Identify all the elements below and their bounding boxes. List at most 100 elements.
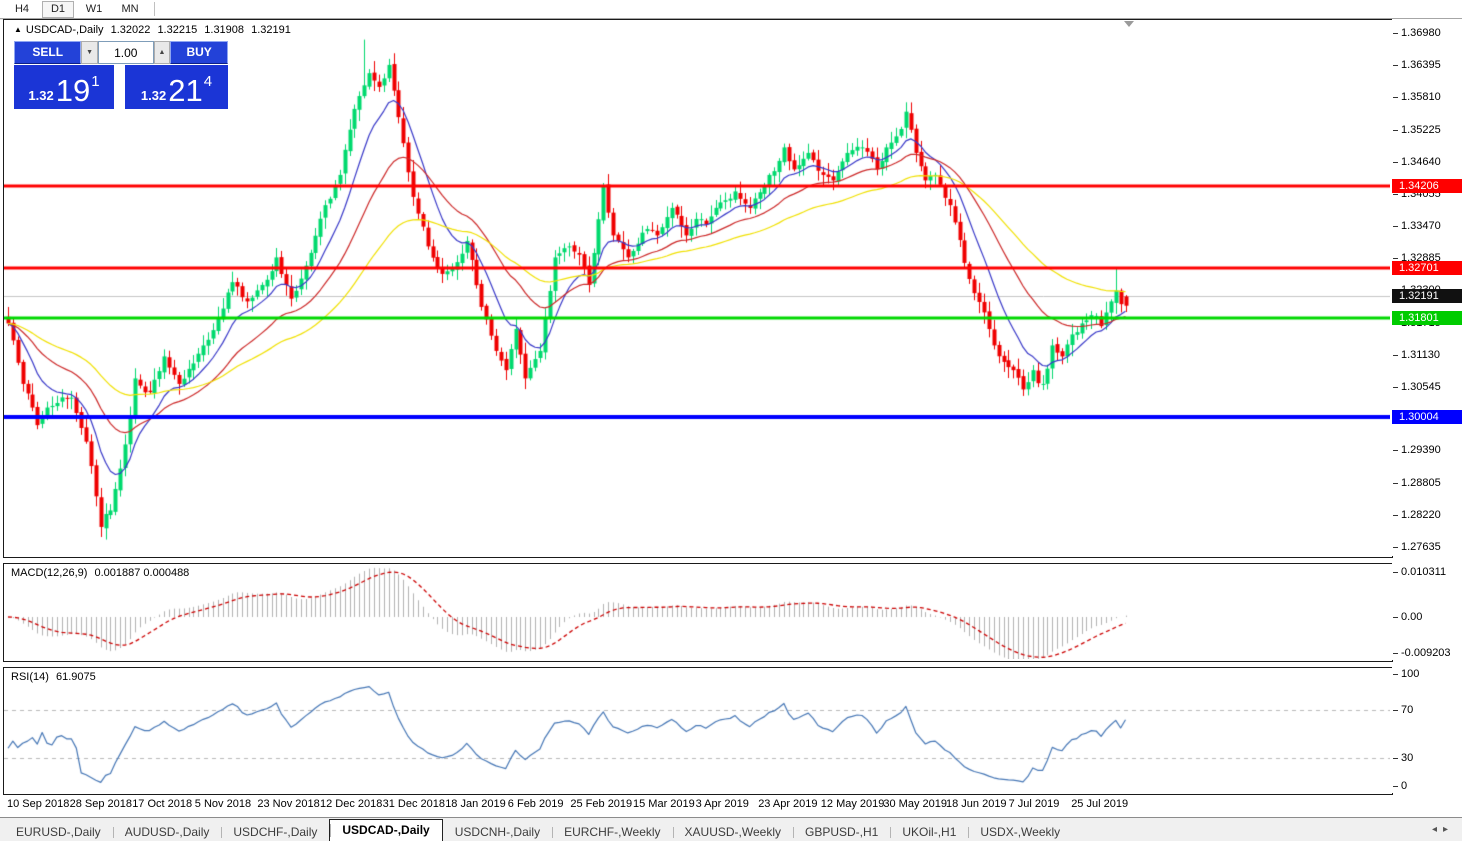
timeframe-button-d1[interactable]: D1 <box>42 0 74 18</box>
one-click-collapse-icon[interactable]: ▲ <box>14 25 22 34</box>
price-axis-tick: 1.30545 <box>1392 380 1462 394</box>
rsi-value: 61.9075 <box>55 671 96 683</box>
timeframe-button-w1[interactable]: W1 <box>85 2 103 15</box>
price-level-label: 1.31801 <box>1392 311 1462 325</box>
time-axis-label: 25 Feb 2019 <box>570 798 633 810</box>
price-level-label: 1.30004 <box>1392 410 1462 424</box>
quote-close: 1.32191 <box>251 24 291 36</box>
toolbar-separator <box>154 2 155 16</box>
chart-tab-xauusd-weekly[interactable]: XAUUSD-,Weekly <box>672 823 793 841</box>
time-axis-label: 25 Jul 2019 <box>1071 798 1129 810</box>
price-axis-tick: 1.27635 <box>1392 540 1462 554</box>
tab-scroll-arrows[interactable]: ◂▸ <box>1432 824 1454 835</box>
timeframe-button-h4[interactable]: H4 <box>14 2 30 15</box>
chart-tab-bar: EURUSD-,Daily AUDUSD-,Daily USDCHF-,Daily U… <box>0 817 1462 841</box>
time-axis-label: 23 Nov 2018 <box>257 798 320 810</box>
volume-increase-button[interactable]: ▲ <box>153 41 171 64</box>
macd-axis: 0.010311 0.00 -0.009203 <box>1392 563 1462 660</box>
quote-high: 1.32215 <box>157 24 198 36</box>
price-axis-tick: 1.34640 <box>1392 155 1462 169</box>
buy-price-figure: 1.32 <box>140 88 167 103</box>
buy-price-display[interactable]: 1.32 21 4 <box>125 65 228 109</box>
chart-tab-ukoil-h1[interactable]: UKOil-,H1 <box>890 823 968 841</box>
price-level-label: 1.34206 <box>1392 179 1462 193</box>
quote-open: 1.32022 <box>110 24 151 36</box>
buy-button[interactable]: BUY <box>170 41 228 64</box>
macd-axis-tick: -0.009203 <box>1392 646 1462 660</box>
macd-values: 0.001887 0.000488 <box>94 567 190 579</box>
rsi-label: RSI(14) 61.9075 <box>11 671 100 683</box>
macd-name: MACD(12,26,9) <box>11 567 88 579</box>
chart-tabs: EURUSD-,Daily AUDUSD-,Daily USDCHF-,Daily U… <box>4 819 1072 841</box>
price-chart-panel[interactable]: ▲ USDCAD-,Daily 1.32022 1.32215 1.31908 1… <box>3 19 1393 558</box>
volume-decrease-button[interactable]: ▼ <box>81 41 98 64</box>
time-axis-label: 12 Dec 2018 <box>320 798 383 810</box>
price-axis-tick: 1.31130 <box>1392 348 1462 362</box>
rsi-axis: 100 70 30 0 <box>1392 667 1462 793</box>
price-axis-tick: 1.33470 <box>1392 219 1462 233</box>
chart-shift-marker-icon <box>1124 21 1134 27</box>
price-level-label: 1.32191 <box>1392 289 1462 303</box>
time-axis-label: 3 Apr 2019 <box>695 798 749 810</box>
candlestick-chart-canvas[interactable] <box>4 20 1390 555</box>
time-axis-label: 30 May 2019 <box>883 798 947 810</box>
one-click-trading-panel: SELL ▼ ▲ BUY 1.32 19 1 1.32 21 4 <box>14 41 228 109</box>
chart-tab-usdcad-daily[interactable]: USDCAD-,Daily <box>329 819 443 841</box>
time-axis-label: 5 Nov 2018 <box>194 798 252 810</box>
chart-tab-usdx-weekly[interactable]: USDX-,Weekly <box>968 823 1072 841</box>
time-axis-label: 12 May 2019 <box>820 798 885 810</box>
tab-scroll-left-icon[interactable]: ◂ <box>1431 824 1443 835</box>
price-axis: 1.36980 1.36395 1.35810 1.35225 1.34640 1.340… <box>1392 19 1462 556</box>
timeframe-button-mn[interactable]: MN <box>121 2 139 15</box>
price-axis-tick: 1.29390 <box>1392 443 1462 457</box>
time-axis-label: 23 Apr 2019 <box>758 798 818 810</box>
rsi-axis-tick: 100 <box>1392 667 1462 681</box>
time-axis: 10 Sep 2018 28 Sep 2018 17 Oct 2018 5 Nov 2… <box>3 796 1391 814</box>
price-axis-tick: 1.36980 <box>1392 26 1462 40</box>
time-axis-label: 18 Jun 2019 <box>946 798 1007 810</box>
chart-header: ▲ USDCAD-,Daily 1.32022 1.32215 1.31908 1… <box>14 24 295 36</box>
price-axis-tick: 1.35225 <box>1392 123 1462 137</box>
sell-price-display[interactable]: 1.32 19 1 <box>14 65 114 109</box>
chart-tab-audusd-daily[interactable]: AUDUSD-,Daily <box>112 823 222 841</box>
price-axis-tick: 1.35810 <box>1392 90 1462 104</box>
time-axis-label: 10 Sep 2018 <box>7 798 70 810</box>
time-axis-label: 17 Oct 2018 <box>132 798 193 810</box>
price-level-label: 1.32701 <box>1392 261 1462 275</box>
time-axis-label: 6 Feb 2019 <box>507 798 564 810</box>
time-axis-label: 28 Sep 2018 <box>69 798 132 810</box>
rsi-name: RSI(14) <box>11 671 49 683</box>
chart-tab-eurchf-weekly[interactable]: EURCHF-,Weekly <box>552 823 672 841</box>
price-axis-tick: 1.36395 <box>1392 58 1462 72</box>
rsi-axis-tick: 70 <box>1392 703 1462 717</box>
time-axis-label: 31 Dec 2018 <box>382 798 445 810</box>
rsi-chart-canvas[interactable] <box>4 668 1390 792</box>
sell-price-figure: 1.32 <box>28 88 54 103</box>
sell-button[interactable]: SELL <box>14 41 82 64</box>
time-axis-label: 7 Jul 2019 <box>1008 798 1060 810</box>
macd-chart-canvas[interactable] <box>4 564 1390 659</box>
chart-tab-gbpusd-h1[interactable]: GBPUSD-,H1 <box>793 823 890 841</box>
chart-tab-usdcnh-daily[interactable]: USDCNH-,Daily <box>454 825 541 839</box>
chart-tab-usdchf-daily[interactable]: USDCHF-,Daily <box>221 823 329 841</box>
buy-price-point: 4 <box>203 73 213 90</box>
sell-price-point: 1 <box>91 73 100 90</box>
macd-label: MACD(12,26,9) 0.001887 0.000488 <box>11 567 193 579</box>
rsi-indicator-panel[interactable]: RSI(14) 61.9075 <box>3 667 1393 795</box>
volume-input[interactable] <box>97 41 154 64</box>
price-axis-tick: 1.28220 <box>1392 508 1462 522</box>
macd-axis-tick: 0.010311 <box>1392 565 1462 579</box>
price-axis-tick: 1.28805 <box>1392 476 1462 490</box>
time-axis-label: 18 Jan 2019 <box>445 798 506 810</box>
macd-axis-tick: 0.00 <box>1392 610 1462 624</box>
timeframe-toolbar: H4 D1 W1 MN <box>0 0 1462 19</box>
macd-indicator-panel[interactable]: MACD(12,26,9) 0.001887 0.000488 <box>3 563 1393 662</box>
quote-low: 1.31908 <box>204 24 245 36</box>
chart-tab-eurusd-daily[interactable]: EURUSD-,Daily <box>16 825 101 839</box>
buy-price-pips: 21 <box>168 73 203 108</box>
timeframe-buttons: H4 D1 W1 MN <box>4 0 148 18</box>
sell-price-pips: 19 <box>55 73 91 108</box>
chart-symbol-period: USDCAD-,Daily <box>25 24 104 36</box>
tab-scroll-right-icon[interactable]: ▸ <box>1442 824 1454 835</box>
